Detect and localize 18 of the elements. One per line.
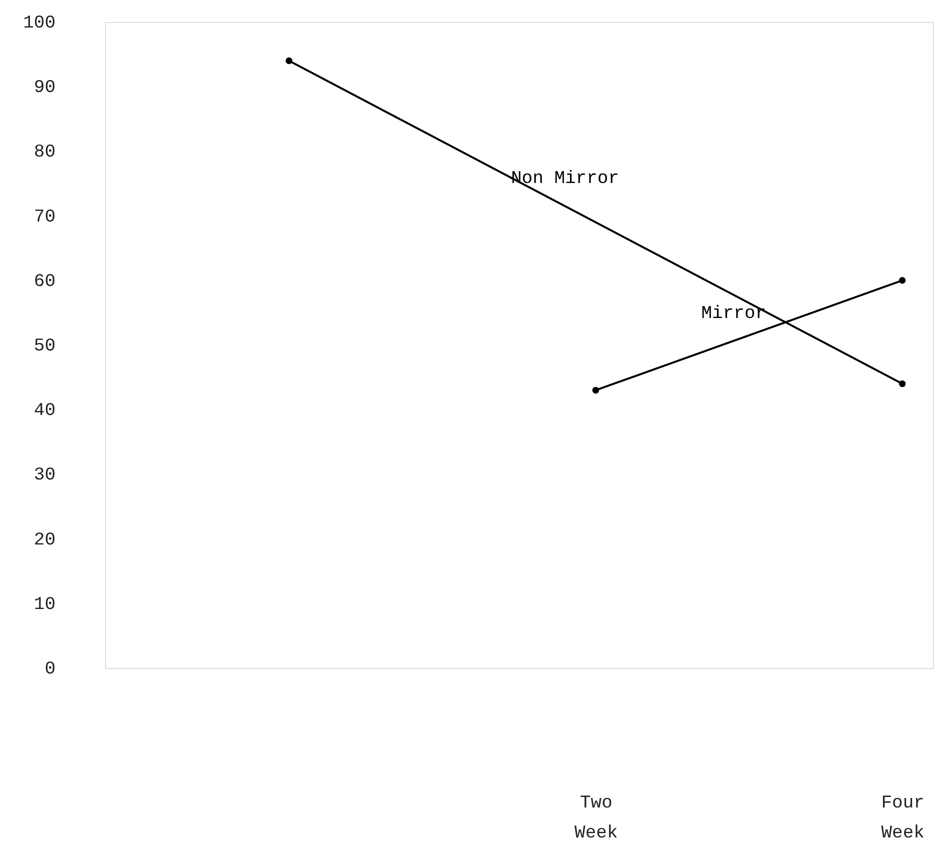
y-tick-label: 0 xyxy=(44,660,56,680)
y-tick-label: 70 xyxy=(34,207,56,228)
y-tick-label: 40 xyxy=(34,401,56,422)
point xyxy=(592,386,600,394)
y-tick-label: 10 xyxy=(34,594,56,615)
point xyxy=(286,57,292,64)
point xyxy=(898,277,906,284)
point xyxy=(898,380,906,388)
y-tick-label: 90 xyxy=(34,78,56,98)
y-tick-label: 20 xyxy=(34,530,56,550)
x-tick-label: Four Week xyxy=(881,794,924,842)
series-label: Mirror xyxy=(701,304,766,324)
y-tick-label: 50 xyxy=(34,336,56,356)
y-tick-label: 60 xyxy=(34,272,56,292)
y-tick-label: 80 xyxy=(34,142,56,163)
y-tick-label: 100 xyxy=(23,14,56,34)
y-tick-label: 30 xyxy=(34,466,56,486)
x-tick-label: Two Week xyxy=(574,794,618,842)
